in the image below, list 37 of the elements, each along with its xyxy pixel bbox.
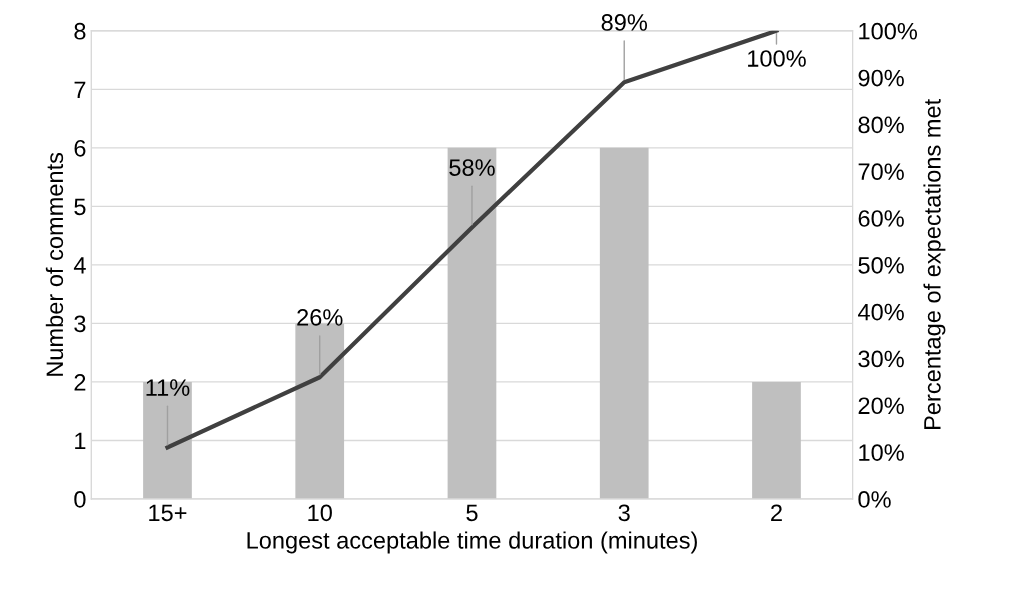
y2-tick-label: 50%	[858, 256, 904, 274]
y2-tick-label: 100%	[859, 22, 918, 40]
x-tick-label: 10	[308, 504, 332, 522]
y2-axis-title: Percentage of expectations met	[923, 99, 946, 429]
y2-tick-label: 90%	[858, 69, 904, 87]
x-tick-label: 2	[771, 504, 782, 521]
x-tick-label: 3	[618, 504, 630, 522]
bar	[599, 147, 649, 499]
bar	[143, 381, 192, 499]
y-tick-label: 3	[74, 315, 86, 333]
y-tick-label: 1	[75, 432, 86, 449]
y-tick-label: 2	[74, 373, 86, 391]
y-tick-label: 8	[74, 22, 86, 40]
y-tick-label: 4	[73, 257, 86, 274]
y2-tick-label: 80%	[858, 116, 904, 134]
y2-tick-label: 70%	[858, 163, 904, 181]
x-axis-title: Longest acceptable time duration (minutes)	[247, 531, 697, 554]
y2-tick-label: 30%	[858, 350, 904, 368]
data-label: 58%	[449, 159, 495, 176]
y-axis-title: Number of comments	[45, 152, 64, 376]
y-tick-label: 7	[74, 81, 86, 98]
bar	[752, 381, 801, 499]
data-label: 11%	[146, 379, 190, 396]
data-label: 100%	[748, 50, 806, 67]
y2-tick-label: 10%	[859, 444, 904, 461]
data-label: 26%	[297, 309, 343, 326]
y2-tick-label: 0%	[858, 491, 891, 508]
y2-tick-label: 20%	[858, 397, 904, 415]
y-tick-label: 0	[74, 491, 86, 508]
bar	[447, 147, 497, 499]
y-tick-label: 5	[74, 198, 86, 216]
y2-tick-label: 60%	[858, 210, 904, 227]
y2-tick-label: 40%	[858, 303, 904, 321]
y-tick-label: 6	[74, 139, 86, 157]
x-tick-label: 15+	[149, 504, 187, 522]
data-label: 89%	[601, 14, 648, 31]
x-tick-label: 5	[466, 504, 478, 522]
